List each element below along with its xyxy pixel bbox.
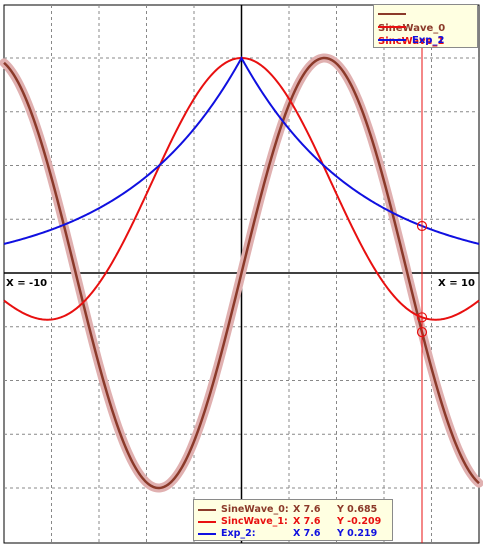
legend-label: Exp_2 <box>412 35 445 46</box>
readout-row: SincWave_1: X 7.6 Y -0.209 <box>198 516 381 528</box>
cursor-readout: SineWave_0: X 7.6 Y 0.685 SincWave_1: X 7.6… <box>193 499 393 541</box>
x-min-label: X = -10 <box>6 278 48 290</box>
cursor-marker <box>416 326 428 338</box>
legend-label: SincWave_1 <box>378 36 445 47</box>
legend-label: SineWave_0 <box>378 23 446 34</box>
legend-item: SineWave_0 <box>378 8 477 34</box>
readout-x: X 7.6 <box>293 528 321 539</box>
readout-x: X 7.6 <box>293 516 321 527</box>
readout-swatch <box>198 520 216 523</box>
legend-swatch <box>378 13 406 15</box>
readout-y: Y -0.209 <box>337 516 382 527</box>
cursor-marker <box>416 312 428 323</box>
readout-name: SineWave_0: <box>221 504 289 515</box>
legend-item: SincWave_1 <box>378 21 477 47</box>
readout-y: Y 0.685 <box>337 504 378 515</box>
readout-x: X 7.6 <box>293 504 321 515</box>
legend-swatch <box>378 26 406 28</box>
legend-item: Exp_2 <box>378 34 444 48</box>
readout-y: Y 0.219 <box>337 528 378 539</box>
cursor-marker <box>416 220 428 232</box>
series-line <box>3 55 480 245</box>
readout-row: SineWave_0: X 7.6 Y 0.685 <box>198 504 377 516</box>
readout-swatch <box>198 508 216 511</box>
readout-swatch <box>198 532 216 535</box>
legend: SineWave_0 SincWave_1 Exp_2 <box>373 4 478 48</box>
readout-name: SincWave_1: <box>221 516 288 527</box>
readout-row: Exp_2: X 7.6 Y 0.219 <box>198 528 377 540</box>
x-max-label: X = 10 <box>438 278 475 290</box>
legend-swatch <box>378 39 406 41</box>
readout-name: Exp_2: <box>221 528 256 539</box>
